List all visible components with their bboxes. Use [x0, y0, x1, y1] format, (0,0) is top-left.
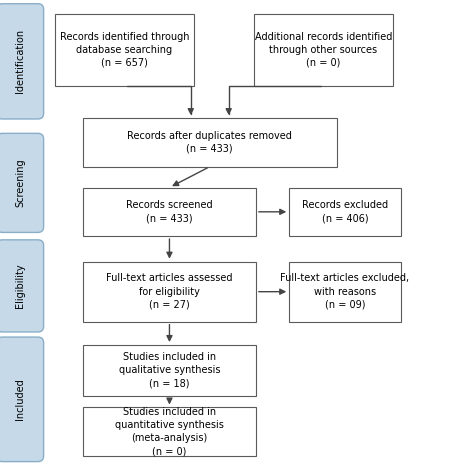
FancyBboxPatch shape: [0, 240, 44, 332]
FancyBboxPatch shape: [83, 188, 256, 236]
Text: Eligibility: Eligibility: [15, 263, 25, 308]
FancyBboxPatch shape: [0, 4, 44, 119]
Text: Additional records identified
through other sources
(n = 0): Additional records identified through ot…: [255, 31, 392, 68]
Text: Screening: Screening: [15, 158, 25, 207]
Text: Studies included in
qualitative synthesis
(n = 18): Studies included in qualitative synthesi…: [118, 352, 220, 388]
Text: Full-text articles assessed
for eligibility
(n = 27): Full-text articles assessed for eligibil…: [106, 274, 233, 310]
FancyBboxPatch shape: [83, 262, 256, 322]
FancyBboxPatch shape: [0, 337, 44, 462]
Text: Records excluded
(n = 406): Records excluded (n = 406): [302, 200, 388, 224]
FancyBboxPatch shape: [289, 188, 401, 236]
Text: Records identified through
database searching
(n = 657): Records identified through database sear…: [60, 31, 189, 68]
FancyBboxPatch shape: [254, 14, 393, 86]
FancyBboxPatch shape: [83, 407, 256, 456]
Text: Records after duplicates removed
(n = 433): Records after duplicates removed (n = 43…: [128, 131, 292, 154]
Text: Records screened
(n = 433): Records screened (n = 433): [126, 200, 213, 224]
FancyBboxPatch shape: [0, 133, 44, 232]
FancyBboxPatch shape: [83, 118, 337, 167]
Text: Identification: Identification: [15, 29, 25, 94]
Text: Studies included in
quantitative synthesis
(meta-analysis)
(n = 0): Studies included in quantitative synthes…: [115, 407, 224, 457]
FancyBboxPatch shape: [83, 345, 256, 396]
Text: Full-text articles excluded,
with reasons
(n = 09): Full-text articles excluded, with reason…: [280, 274, 410, 310]
Text: Included: Included: [15, 378, 25, 420]
FancyBboxPatch shape: [289, 262, 401, 322]
FancyBboxPatch shape: [55, 14, 194, 86]
